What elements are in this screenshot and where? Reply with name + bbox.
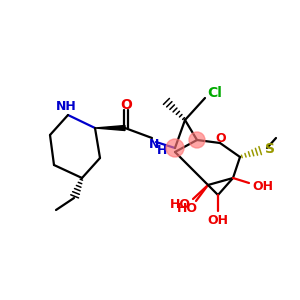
Text: HO: HO [169, 199, 190, 212]
Text: O: O [120, 98, 132, 112]
Polygon shape [95, 125, 125, 130]
Circle shape [166, 139, 184, 157]
Text: NH: NH [56, 100, 76, 113]
Circle shape [189, 132, 205, 148]
Text: S: S [265, 142, 275, 156]
Text: H: H [157, 143, 167, 157]
Text: OH: OH [208, 214, 229, 227]
Text: Cl: Cl [208, 86, 222, 100]
Text: HO: HO [176, 202, 197, 214]
Text: OH: OH [253, 179, 274, 193]
Text: O: O [216, 133, 226, 146]
Text: N: N [149, 137, 159, 151]
